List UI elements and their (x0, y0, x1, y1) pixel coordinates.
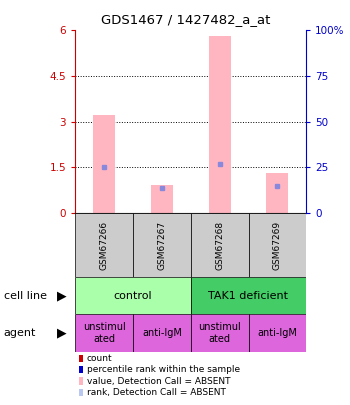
Text: value, Detection Call = ABSENT: value, Detection Call = ABSENT (87, 377, 230, 386)
Text: agent: agent (4, 328, 36, 338)
Text: control: control (114, 291, 152, 301)
Text: GSM67267: GSM67267 (158, 220, 166, 270)
Text: count: count (87, 354, 112, 363)
Text: TAK1 deficient: TAK1 deficient (209, 291, 288, 301)
Text: unstimul
ated: unstimul ated (198, 322, 241, 344)
Text: GSM67266: GSM67266 (100, 220, 108, 270)
Bar (75, 314, 133, 352)
Text: GSM67268: GSM67268 (215, 220, 224, 270)
Bar (191, 314, 248, 352)
Text: ▶: ▶ (57, 326, 66, 340)
Bar (191, 277, 306, 314)
Text: anti-IgM: anti-IgM (258, 328, 297, 338)
Bar (248, 314, 306, 352)
Bar (191, 213, 248, 277)
Text: ▶: ▶ (57, 289, 66, 302)
Bar (266, 173, 288, 213)
Bar (75, 213, 133, 277)
Bar (209, 36, 231, 213)
Bar (133, 213, 191, 277)
Text: rank, Detection Call = ABSENT: rank, Detection Call = ABSENT (87, 388, 225, 397)
Text: GSM67269: GSM67269 (273, 220, 282, 270)
Bar (93, 115, 115, 213)
Text: percentile rank within the sample: percentile rank within the sample (87, 365, 240, 374)
Bar (75, 277, 191, 314)
Text: unstimul
ated: unstimul ated (83, 322, 126, 344)
Text: anti-IgM: anti-IgM (142, 328, 182, 338)
Text: GDS1467 / 1427482_a_at: GDS1467 / 1427482_a_at (101, 13, 270, 26)
Bar (151, 185, 173, 213)
Bar (248, 213, 306, 277)
Text: cell line: cell line (4, 291, 47, 301)
Bar (133, 314, 191, 352)
